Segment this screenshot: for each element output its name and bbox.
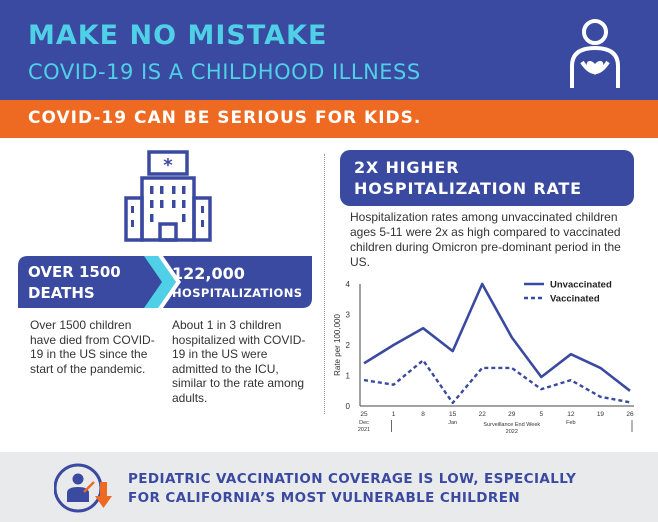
hospitalizations-number: 122,000 <box>172 264 245 283</box>
header-panel <box>0 0 658 100</box>
deaths-description: Over 1500 children have died from COVID-… <box>30 318 155 376</box>
x-tick-label: 25 <box>360 411 368 418</box>
chart-title-panel <box>340 150 634 206</box>
x-tick-label: 19 <box>597 411 605 418</box>
x-year-label: 2022 <box>506 429 518 435</box>
y-tick-label: 4 <box>346 280 351 289</box>
subtitle-banner <box>0 100 658 138</box>
footer-line2: FOR CALIFORNIA’S MOST VULNERABLE CHILDRE… <box>128 490 521 506</box>
x-axis-label: Surveillance End Week <box>483 422 540 428</box>
legend-label: Unvaccinated <box>550 280 612 291</box>
y-tick-label: 2 <box>346 341 351 350</box>
hospitalizations-label: HOSPITALIZATIONS <box>172 286 303 300</box>
svg-text:*: * <box>163 155 173 176</box>
x-tick-label: 12 <box>567 411 575 418</box>
x-month-label: Dec <box>359 420 369 426</box>
stats-banner <box>18 256 312 308</box>
chart-title-line1: 2X HIGHER <box>354 158 460 177</box>
deaths-stat-line1: OVER 1500 <box>28 263 121 281</box>
x-month-label: Jan <box>448 420 457 426</box>
subtitle-banner-text: COVID-19 CAN BE SERIOUS FOR KIDS. <box>28 108 422 128</box>
x-tick-label: 15 <box>449 411 457 418</box>
x-tick-label: 29 <box>508 411 516 418</box>
header-subtitle: COVID-19 IS A CHILDHOOD ILLNESS <box>28 60 421 84</box>
x-month-label: Feb <box>566 420 575 426</box>
x-tick-label: 22 <box>479 411 487 418</box>
x-tick-label: 5 <box>540 411 544 418</box>
deaths-stat: OVER 1500 DEATHS <box>28 262 121 304</box>
chart-description: Hospitalization rates among unvaccinated… <box>350 210 621 269</box>
hospital-building-icon: * <box>124 150 212 242</box>
hospitalizations-description: About 1 in 3 children hospitalized with … <box>172 318 306 405</box>
hospitalizations-stat: 122,000 HOSPITALIZATIONS <box>172 264 302 302</box>
x-tick-label: 8 <box>421 411 425 418</box>
y-axis-label: Rate per 100,000 <box>333 314 342 376</box>
child-holding-heart-icon <box>570 19 620 88</box>
legend-label: Vaccinated <box>550 294 600 305</box>
header-title: MAKE NO MISTAKE <box>28 20 328 51</box>
chart-title: 2X HIGHER HOSPITALIZATION RATE <box>354 157 582 199</box>
x-tick-label: 1 <box>392 411 396 418</box>
y-tick-label: 1 <box>346 372 351 381</box>
footer-panel <box>0 452 658 522</box>
vaccination-person-icon <box>54 463 112 513</box>
footer-line1: PEDIATRIC VACCINATION COVERAGE IS LOW, E… <box>128 471 577 487</box>
y-tick-label: 3 <box>346 311 351 320</box>
y-tick-label: 0 <box>346 402 351 411</box>
series-line-unvaccinated <box>363 282 631 392</box>
x-year-label: 2021 <box>358 427 370 433</box>
x-tick-label: 26 <box>626 411 634 418</box>
section-divider <box>324 154 325 414</box>
series-line-vaccinated <box>363 359 631 405</box>
deaths-stat-line2: DEATHS <box>28 284 95 302</box>
footer-message: PEDIATRIC VACCINATION COVERAGE IS LOW, E… <box>128 470 628 508</box>
chart-title-line2: HOSPITALIZATION RATE <box>354 179 582 198</box>
